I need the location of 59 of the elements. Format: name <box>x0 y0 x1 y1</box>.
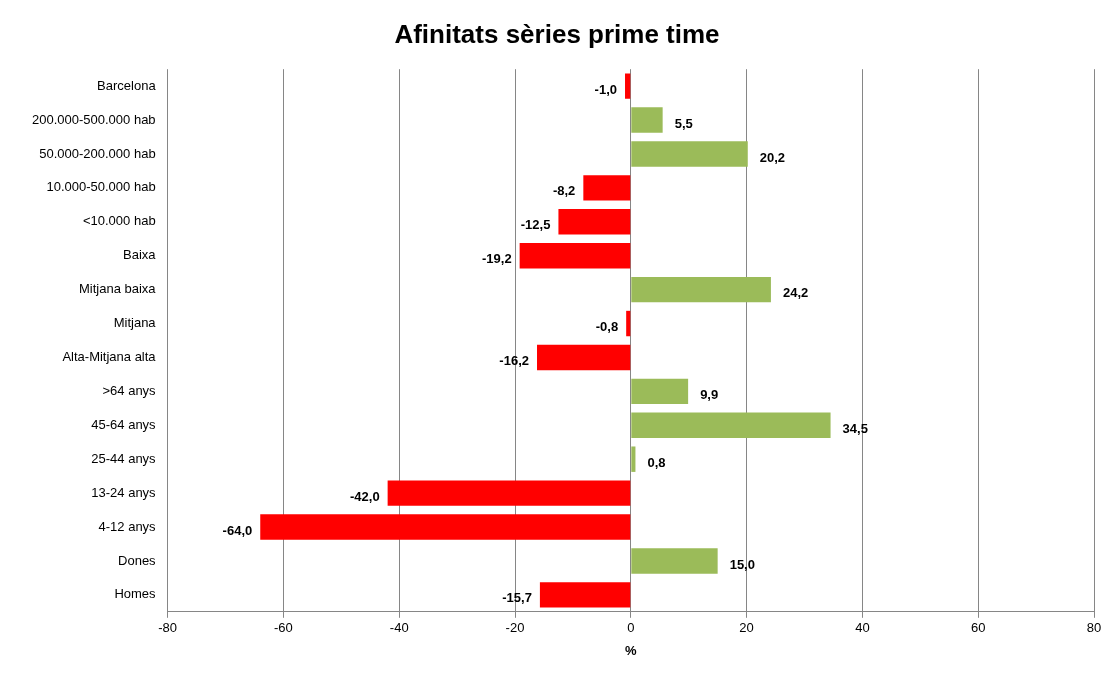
chart-title: Afinitats sèries prime time <box>394 18 720 49</box>
y-tick-label: Mitjana <box>113 315 157 331</box>
data-label: 0,8 <box>647 454 666 470</box>
data-label: -42,0 <box>349 488 380 504</box>
x-tick-label: 60 <box>970 620 986 636</box>
bar <box>631 141 748 167</box>
y-tick-label: Homes <box>114 586 157 602</box>
bar <box>539 582 631 608</box>
data-label: -0,8 <box>595 319 619 335</box>
bar <box>260 514 631 540</box>
bar <box>583 175 631 201</box>
x-axis-title: % <box>625 642 638 658</box>
data-label: 15,0 <box>729 556 755 572</box>
x-tick-label: -60 <box>274 620 293 636</box>
bar <box>558 209 631 235</box>
bar <box>519 243 631 269</box>
x-tick-label: 20 <box>739 620 754 636</box>
x-tick-label: -20 <box>505 620 525 636</box>
x-tick-label: -80 <box>158 620 178 636</box>
y-tick-label: Alta-Mitjana alta <box>62 349 157 365</box>
y-tick-label: 25-44 anys <box>91 450 157 466</box>
y-tick-label: 4-12 anys <box>98 518 157 534</box>
bar <box>625 73 631 99</box>
bar <box>631 378 689 405</box>
data-label: -16,2 <box>499 353 530 369</box>
bar <box>537 344 631 371</box>
data-label: 5,5 <box>674 115 693 131</box>
y-tick-label: 10.000-50.000 hab <box>46 179 156 195</box>
y-tick-label: 13-24 anys <box>91 484 157 500</box>
data-label: 20,2 <box>759 149 786 165</box>
data-label: -12,5 <box>520 217 551 233</box>
bar <box>631 412 831 438</box>
data-label: -64,0 <box>222 522 253 538</box>
x-tick-label: 40 <box>855 620 870 636</box>
bar <box>631 446 636 472</box>
x-tick-label: 0 <box>627 620 635 636</box>
y-tick-label: 45-64 anys <box>91 416 157 432</box>
y-tick-label: Mitjana baixa <box>79 281 157 297</box>
x-tick-label: -40 <box>389 620 409 636</box>
y-tick-label: 200.000-500.000 hab <box>31 111 156 127</box>
bar <box>631 276 771 303</box>
data-label: -8,2 <box>552 183 576 199</box>
data-label: -1,0 <box>594 81 618 97</box>
y-tick-label: Dones <box>118 552 157 568</box>
y-tick-label: 50.000-200.000 hab <box>39 145 156 161</box>
x-tick-label: 80 <box>1086 620 1102 636</box>
data-label: 24,2 <box>782 285 809 301</box>
bar <box>626 310 631 337</box>
data-label: -15,7 <box>502 590 532 606</box>
data-label: 34,5 <box>842 420 868 436</box>
y-tick-label: Barcelona <box>97 77 157 93</box>
y-tick-label: Baixa <box>123 247 157 263</box>
data-label: 9,9 <box>700 386 719 402</box>
y-tick-label: >64 anys <box>102 382 157 398</box>
bar <box>631 107 663 133</box>
y-tick-label: <10.000 hab <box>82 213 156 229</box>
bar <box>631 548 718 574</box>
bar <box>387 480 631 506</box>
data-label: -19,2 <box>482 251 512 267</box>
